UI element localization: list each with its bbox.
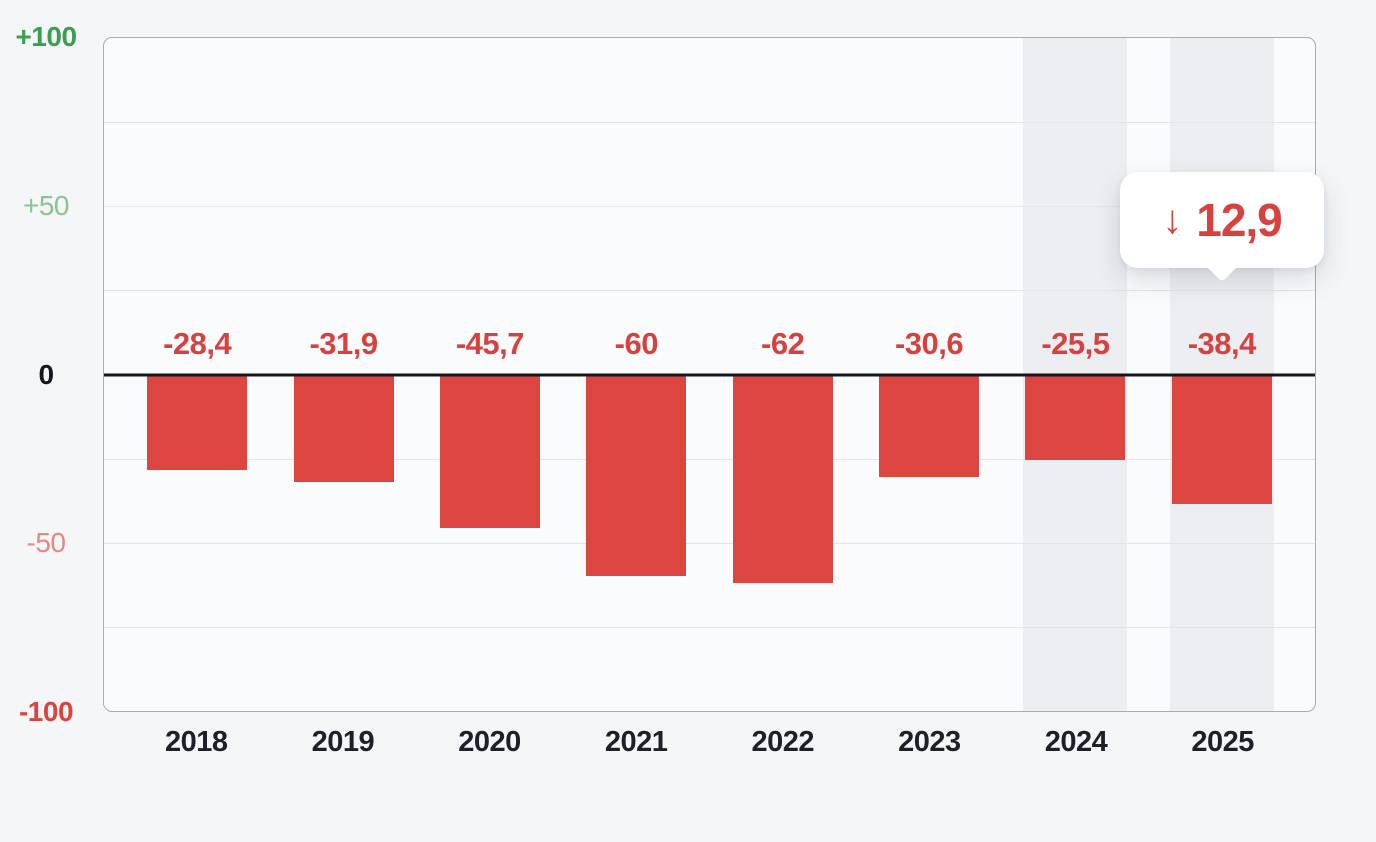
y-tick-label-0: 0	[38, 358, 54, 390]
bar-value-label-2018: -28,4	[163, 325, 232, 361]
bar-value-label-2021: -60	[614, 325, 659, 361]
bar-2021[interactable]	[586, 374, 687, 577]
y-tick-label-+50: +50	[23, 189, 70, 221]
bar-column-2024: -25,5	[1002, 38, 1148, 711]
x-axis-label-2019: 2019	[311, 726, 375, 758]
bar-2024[interactable]	[1025, 374, 1126, 461]
bar-2018[interactable]	[147, 374, 248, 471]
bars-layer: -28,4 -31,9 -45,7 -60 -62 -30,6 -25,5 -38,4	[104, 38, 1315, 711]
x-axis-label-2020: 2020	[458, 726, 521, 758]
bar-2022[interactable]	[732, 374, 833, 584]
zero-axis-line	[104, 373, 1315, 376]
bar-column-2025: -38,4	[1149, 38, 1295, 711]
bar-value-label-2022: -62	[761, 325, 805, 361]
bar-2023[interactable]	[879, 374, 980, 478]
bar-2025[interactable]	[1171, 374, 1272, 504]
gridline-50	[104, 206, 1315, 208]
bar-2020[interactable]	[439, 374, 540, 529]
bar-column-2022: -62	[710, 38, 856, 711]
bar-2019[interactable]	[293, 374, 394, 482]
x-axis-label-2025: 2025	[1191, 726, 1254, 758]
plot-area: -28,4 -31,9 -45,7 -60 -62 -30,6 -25,5 -38,4	[103, 37, 1316, 712]
gridline--50	[104, 542, 1315, 544]
bar-column-2021: -60	[563, 38, 709, 711]
x-axis-label-2022: 2022	[751, 726, 815, 758]
x-axis-label-2018: 2018	[165, 726, 228, 758]
x-axis-label-2021: 2021	[604, 726, 668, 758]
bar-column-2018: -28,4	[124, 38, 270, 711]
gridline-25	[104, 290, 1315, 292]
x-axis: 2018 2019 2020 2021 2022 2023 2024 2025	[103, 712, 1316, 774]
x-axis-label-2023: 2023	[898, 726, 961, 758]
gridline--25	[104, 458, 1315, 460]
y-tick-label--100: -100	[18, 696, 74, 727]
x-axis-label-2024: 2024	[1044, 726, 1108, 758]
bar-value-label-2020: -45,7	[455, 325, 525, 361]
bar-value-label-2019: -31,9	[309, 325, 378, 361]
gridline-75	[104, 122, 1315, 124]
tooltip: ↓ 12,9	[1120, 172, 1324, 268]
down-arrow-icon: ↓	[1162, 198, 1183, 242]
y-axis: +100 +50 0 -50 -100	[0, 21, 92, 727]
bar-column-2019: -31,9	[270, 38, 416, 711]
bar-column-2023: -30,6	[856, 38, 1002, 711]
bar-value-label-2023: -30,6	[894, 325, 964, 361]
y-tick-label--50: -50	[26, 527, 66, 559]
bar-value-label-2025: -38,4	[1187, 325, 1257, 361]
gridline--75	[104, 626, 1315, 628]
bar-value-label-2024: -25,5	[1041, 325, 1110, 361]
bar-column-2020: -45,7	[417, 38, 563, 711]
y-tick-label-+100: +100	[15, 21, 77, 52]
tooltip-value: 12,9	[1196, 194, 1283, 246]
